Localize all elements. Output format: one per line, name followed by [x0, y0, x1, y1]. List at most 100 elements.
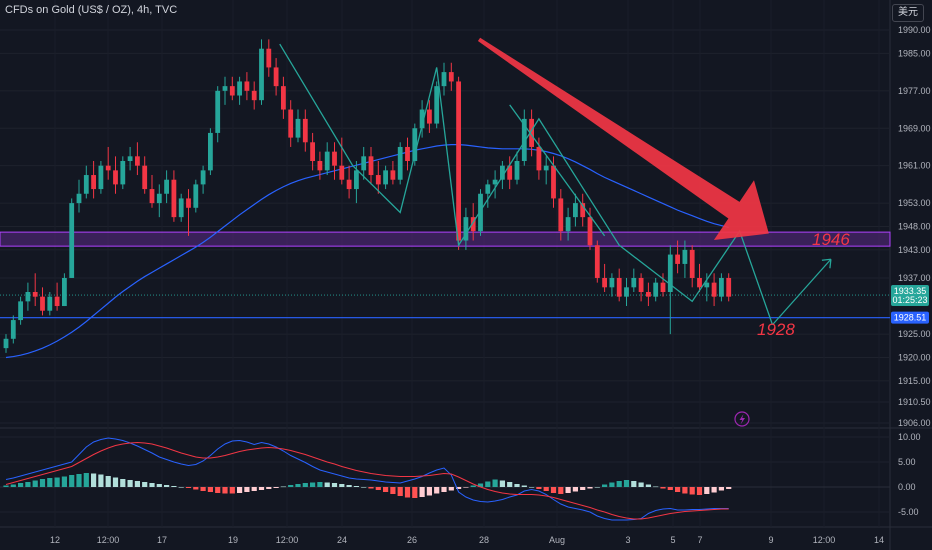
candle-body: [244, 81, 250, 91]
candle-body: [193, 184, 199, 208]
macd-histogram-bar: [507, 482, 513, 487]
candle-body: [346, 179, 352, 190]
candle: [368, 146, 374, 185]
candle-body: [375, 175, 381, 185]
price-tick-label: 1906.00: [898, 418, 931, 428]
macd-histogram-bar: [485, 481, 491, 487]
macd-histogram-bar: [32, 480, 38, 487]
macd-histogram-bar: [514, 484, 520, 487]
candle-body: [689, 249, 695, 278]
candle-body: [405, 146, 410, 161]
candle: [186, 189, 191, 236]
lightning-icon[interactable]: [734, 411, 750, 427]
macd-histogram-bar: [69, 475, 75, 487]
macd-histogram-bar: [660, 487, 666, 489]
candle: [47, 292, 53, 316]
current-price-value: 1933.35: [894, 286, 927, 296]
candle: [324, 142, 330, 176]
candle-body: [602, 277, 607, 288]
candle-body: [339, 165, 345, 180]
candle-body: [3, 338, 9, 349]
macd-histogram-bar: [477, 483, 484, 487]
candle-body: [113, 170, 118, 185]
price-tick-label: 1910.50: [898, 397, 931, 407]
candle-body: [390, 170, 396, 180]
candle-body: [76, 193, 82, 204]
candle-body: [354, 170, 359, 190]
macd-histogram-bar: [61, 476, 67, 487]
macd-histogram-bar: [47, 478, 53, 487]
candle: [259, 39, 264, 105]
macd-histogram-bar: [456, 487, 462, 489]
macd-histogram-bar: [631, 481, 637, 487]
candle-body: [62, 277, 67, 307]
macd-histogram-bar: [353, 486, 359, 487]
macd-histogram-bar: [602, 484, 608, 487]
macd-histogram-bar: [295, 484, 301, 487]
candle: [689, 245, 695, 288]
candle-body: [427, 109, 432, 124]
candle: [675, 240, 680, 274]
macd-histogram-bar: [193, 487, 199, 490]
price-tick-label: 1943.00: [898, 245, 931, 255]
macd-histogram-bar: [258, 487, 265, 490]
candle: [580, 193, 586, 227]
candle-body: [317, 161, 323, 171]
macd-histogram-bar: [696, 487, 703, 495]
candle: [390, 161, 396, 185]
candle: [339, 137, 345, 185]
candle-body: [237, 81, 242, 96]
candle-body: [47, 296, 53, 311]
candle: [142, 156, 148, 194]
candle: [448, 62, 454, 91]
candle: [609, 273, 615, 297]
candle: [332, 142, 337, 180]
candle: [412, 123, 418, 166]
candle-body: [171, 179, 177, 218]
time-tick-label: 17: [157, 535, 167, 545]
candle: [653, 277, 659, 302]
candle: [215, 86, 221, 143]
candle: [98, 161, 104, 194]
candle: [178, 193, 184, 222]
macd-histogram-bar: [3, 485, 9, 487]
candle-body: [580, 203, 586, 218]
macd-histogram-bar: [317, 482, 323, 487]
candle: [711, 273, 717, 307]
time-tick-label: Aug: [549, 535, 565, 545]
macd-tick-label: -5.00: [898, 507, 919, 517]
macd-histogram-bar: [499, 480, 505, 487]
candle: [164, 170, 169, 204]
macd-histogram-bar: [164, 485, 170, 487]
macd-histogram-bar: [127, 480, 133, 487]
candle-body: [127, 156, 133, 161]
candle-body: [383, 170, 388, 185]
candle-body: [208, 132, 213, 171]
candle: [193, 179, 199, 213]
candle: [419, 100, 425, 138]
candle: [485, 179, 491, 208]
symbol-title[interactable]: CFDs on Gold (US$ / OZ), 4h, TVC: [5, 4, 178, 16]
candle-body: [587, 217, 593, 246]
candle-body: [434, 86, 440, 124]
macd-histogram-bar: [470, 485, 476, 487]
candle-body: [719, 277, 724, 297]
macd-histogram-bar: [375, 487, 381, 490]
candle: [492, 170, 498, 199]
candle-body: [412, 128, 418, 161]
candle-body: [324, 151, 330, 171]
macd-histogram-bar: [441, 487, 447, 492]
candle: [463, 207, 469, 250]
candle: [113, 156, 118, 194]
candle: [3, 334, 9, 353]
macd-histogram-bar: [682, 487, 688, 494]
macd-histogram-bar: [346, 485, 352, 487]
candle: [156, 184, 162, 218]
currency-button[interactable]: 美元: [892, 4, 924, 22]
candle-body: [215, 90, 221, 133]
candle: [667, 245, 673, 335]
price-tick-label: 1969.00: [898, 123, 931, 133]
macd-histogram-bar: [390, 487, 396, 494]
